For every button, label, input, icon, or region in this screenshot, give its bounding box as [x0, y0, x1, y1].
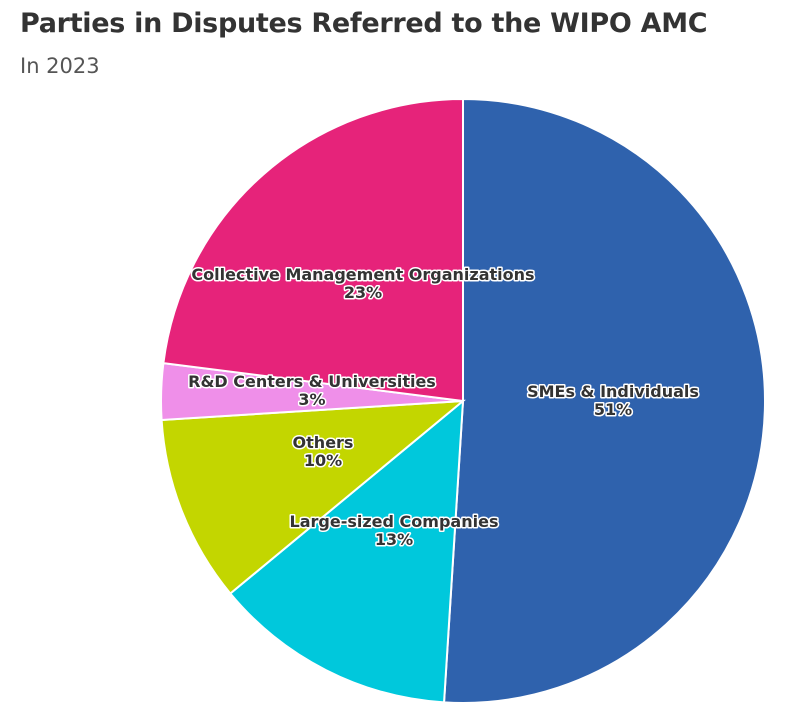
pie-slices — [161, 99, 765, 703]
slice-value-label-3: 3% — [298, 390, 325, 409]
pie-slice-4 — [163, 99, 463, 401]
slice-label-3: R&D Centers & Universities — [188, 372, 436, 391]
slice-value-label-2: 10% — [304, 451, 342, 470]
slice-value-label-1: 13% — [375, 530, 413, 549]
slice-label-1: Large-sized Companies — [290, 512, 499, 531]
slice-value-label-0: 51% — [594, 400, 632, 419]
slice-label-2: Others — [293, 433, 354, 452]
slice-label-0: SMEs & Individuals — [527, 382, 699, 401]
slice-value-label-4: 23% — [344, 283, 382, 302]
slice-label-4: Collective Management Organizations — [191, 265, 534, 284]
